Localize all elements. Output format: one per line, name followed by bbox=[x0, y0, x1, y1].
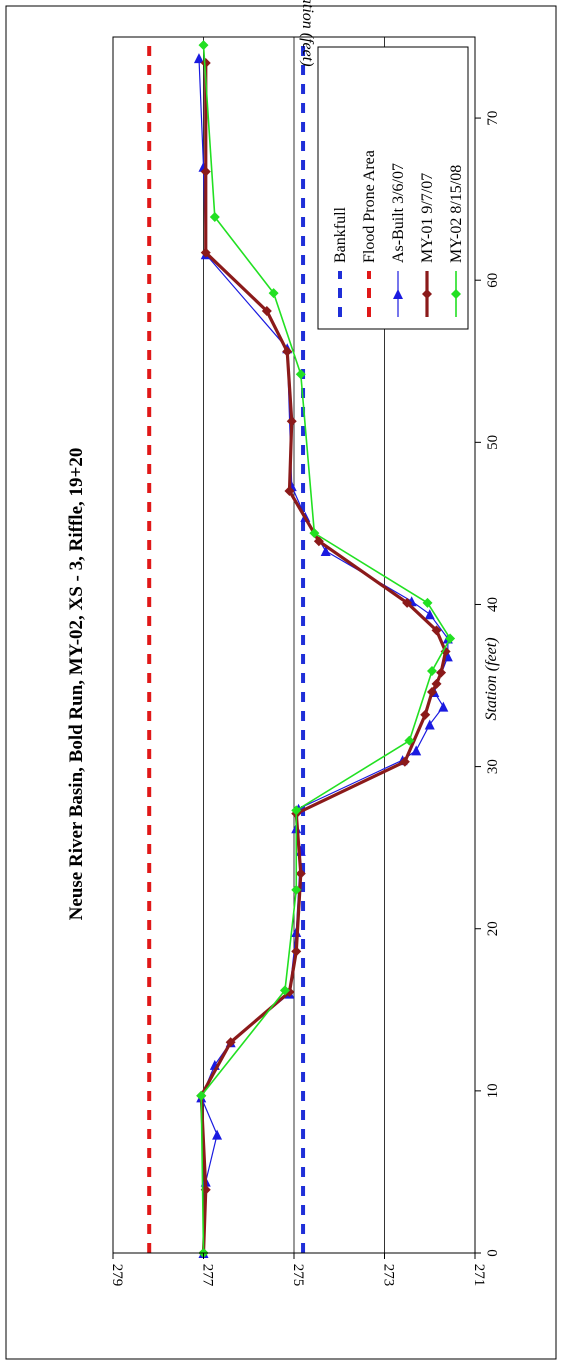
data-point bbox=[451, 289, 461, 299]
x-tick-label: 70 bbox=[485, 111, 501, 126]
y-tick-label: 275 bbox=[290, 1264, 306, 1287]
y-tick-label: 279 bbox=[109, 1264, 125, 1287]
chart-title: Neuse River Basin, Bold Run, MY-02, XS -… bbox=[66, 448, 87, 921]
legend-label: As-Built 3/6/07 bbox=[390, 163, 407, 263]
data-point bbox=[404, 735, 415, 746]
data-point bbox=[198, 40, 209, 51]
data-point bbox=[427, 665, 438, 676]
x-tick-label: 30 bbox=[485, 759, 501, 774]
data-point bbox=[320, 545, 331, 556]
data-point bbox=[422, 597, 433, 608]
y-axis-label: Elevation (feet) bbox=[299, 0, 316, 67]
x-tick-label: 20 bbox=[485, 921, 501, 936]
data-point bbox=[282, 346, 293, 357]
series-my-02 bbox=[196, 40, 456, 1258]
data-point bbox=[284, 485, 295, 496]
series-line bbox=[199, 62, 448, 1254]
data-point bbox=[438, 701, 449, 712]
x-tick-label: 40 bbox=[485, 597, 501, 612]
legend-label: MY-02 8/15/08 bbox=[448, 165, 465, 263]
data-point bbox=[279, 985, 290, 996]
legend-box bbox=[317, 46, 469, 330]
legend-entry: As-Built 3/6/07 bbox=[390, 163, 407, 317]
legend-label: MY-01 9/7/07 bbox=[419, 173, 436, 263]
y-axis-ticks: 279 277 275 273 271 bbox=[109, 1253, 487, 1287]
legend-entry: Flood Prone Area bbox=[361, 150, 378, 317]
data-point bbox=[286, 416, 297, 427]
data-point bbox=[422, 289, 432, 299]
series-group bbox=[193, 40, 456, 1258]
x-tick-label: 60 bbox=[485, 273, 501, 288]
rotated-chart-group: Neuse River Basin, Bold Run, MY-02, XS -… bbox=[66, 0, 501, 1287]
data-point bbox=[209, 211, 220, 222]
data-point bbox=[393, 289, 403, 299]
data-point bbox=[436, 667, 447, 678]
x-tick-label: 50 bbox=[485, 435, 501, 450]
x-axis-label: Station (feet) bbox=[483, 637, 500, 720]
data-point bbox=[212, 1129, 223, 1140]
x-tick-label: 10 bbox=[485, 1083, 501, 1098]
data-point bbox=[200, 247, 211, 258]
data-point bbox=[313, 536, 324, 547]
data-point bbox=[200, 166, 211, 177]
data-point bbox=[309, 528, 320, 539]
data-point bbox=[431, 678, 442, 689]
data-point bbox=[261, 306, 272, 317]
data-point bbox=[440, 646, 451, 657]
data-point bbox=[420, 709, 431, 720]
series-line bbox=[200, 45, 451, 1254]
legend-label: Bankfull bbox=[332, 206, 349, 263]
data-point bbox=[291, 805, 302, 816]
data-point bbox=[193, 53, 204, 64]
legend-entry: MY-02 8/15/08 bbox=[448, 165, 465, 317]
y-tick-label: 277 bbox=[200, 1264, 216, 1287]
data-point bbox=[427, 687, 438, 698]
data-point bbox=[445, 633, 456, 644]
outer-frame bbox=[5, 5, 557, 1360]
legend: Bankfull Flood Prone Area As-Built 3/6/07 M… bbox=[317, 46, 469, 330]
y-tick-label: 273 bbox=[381, 1264, 397, 1287]
data-point bbox=[268, 288, 279, 299]
x-tick-label: 0 bbox=[485, 1249, 501, 1257]
data-point bbox=[200, 57, 211, 68]
data-point bbox=[291, 946, 302, 957]
data-point bbox=[411, 745, 422, 756]
legend-label: Flood Prone Area bbox=[361, 150, 378, 263]
x-axis-ticks: 0 10 20 30 40 50 60 70 bbox=[475, 111, 501, 1257]
y-tick-label: 271 bbox=[471, 1264, 487, 1287]
data-point bbox=[431, 625, 442, 636]
legend-entry: Bankfull bbox=[332, 206, 349, 317]
data-point bbox=[295, 369, 306, 380]
data-point bbox=[424, 719, 435, 730]
data-point bbox=[424, 609, 435, 620]
data-point bbox=[399, 756, 410, 767]
legend-entry: MY-01 9/7/07 bbox=[419, 173, 436, 317]
data-point bbox=[402, 597, 413, 608]
reference-lines bbox=[147, 37, 306, 1253]
